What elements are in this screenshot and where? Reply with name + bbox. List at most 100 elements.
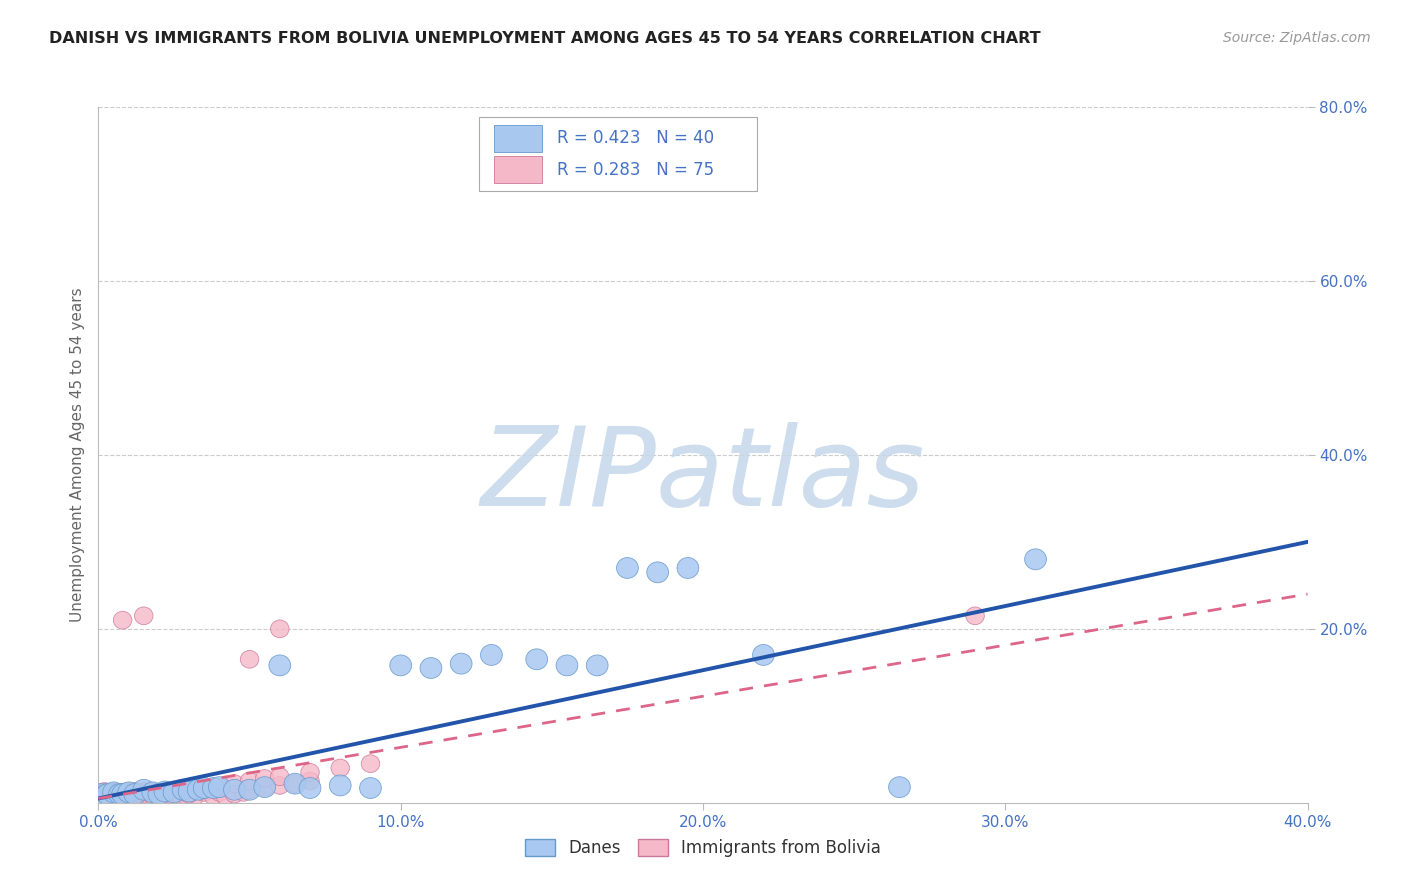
Ellipse shape xyxy=(132,787,150,805)
Ellipse shape xyxy=(101,783,120,801)
Ellipse shape xyxy=(179,781,200,802)
Ellipse shape xyxy=(617,558,638,578)
Ellipse shape xyxy=(186,787,204,805)
Text: R = 0.283   N = 75: R = 0.283 N = 75 xyxy=(557,161,714,178)
Ellipse shape xyxy=(159,783,177,801)
Ellipse shape xyxy=(118,782,139,803)
Ellipse shape xyxy=(138,783,156,801)
Ellipse shape xyxy=(162,787,180,805)
Ellipse shape xyxy=(299,778,321,798)
Legend: Danes, Immigrants from Bolivia: Danes, Immigrants from Bolivia xyxy=(519,832,887,864)
Ellipse shape xyxy=(101,787,120,805)
Ellipse shape xyxy=(209,783,229,801)
Ellipse shape xyxy=(156,787,174,805)
Ellipse shape xyxy=(301,772,319,790)
FancyBboxPatch shape xyxy=(494,125,543,152)
Ellipse shape xyxy=(96,785,114,803)
Ellipse shape xyxy=(1025,549,1046,570)
Ellipse shape xyxy=(135,607,153,624)
FancyBboxPatch shape xyxy=(479,118,758,191)
Ellipse shape xyxy=(225,775,243,792)
Ellipse shape xyxy=(93,783,111,801)
Ellipse shape xyxy=(177,787,195,805)
Ellipse shape xyxy=(194,778,215,798)
Ellipse shape xyxy=(239,780,260,800)
Ellipse shape xyxy=(389,655,412,676)
Ellipse shape xyxy=(217,787,235,805)
Ellipse shape xyxy=(135,782,153,800)
Y-axis label: Unemployment Among Ages 45 to 54 years: Unemployment Among Ages 45 to 54 years xyxy=(69,287,84,623)
Ellipse shape xyxy=(114,611,132,629)
Ellipse shape xyxy=(180,785,198,803)
Ellipse shape xyxy=(142,782,163,803)
Ellipse shape xyxy=(209,779,229,796)
Ellipse shape xyxy=(966,607,984,624)
Ellipse shape xyxy=(122,783,141,801)
Ellipse shape xyxy=(128,787,148,805)
Text: ZIPatlas: ZIPatlas xyxy=(481,422,925,529)
Ellipse shape xyxy=(285,775,304,792)
Ellipse shape xyxy=(125,782,143,800)
Ellipse shape xyxy=(330,759,350,777)
Ellipse shape xyxy=(143,787,162,805)
Ellipse shape xyxy=(174,783,193,801)
Ellipse shape xyxy=(135,787,153,805)
Ellipse shape xyxy=(361,755,380,772)
Ellipse shape xyxy=(301,764,319,781)
Ellipse shape xyxy=(155,781,176,802)
Text: R = 0.423   N = 40: R = 0.423 N = 40 xyxy=(557,129,714,147)
Ellipse shape xyxy=(120,787,138,805)
Ellipse shape xyxy=(187,780,209,800)
Ellipse shape xyxy=(647,562,668,582)
Ellipse shape xyxy=(104,787,122,805)
Ellipse shape xyxy=(149,787,169,805)
Ellipse shape xyxy=(124,784,146,805)
Ellipse shape xyxy=(256,770,274,788)
Ellipse shape xyxy=(110,783,129,801)
Ellipse shape xyxy=(117,783,135,801)
Ellipse shape xyxy=(270,777,290,794)
Ellipse shape xyxy=(114,787,132,805)
Ellipse shape xyxy=(128,783,148,801)
Ellipse shape xyxy=(107,783,125,801)
Text: DANISH VS IMMIGRANTS FROM BOLIVIA UNEMPLOYMENT AMONG AGES 45 TO 54 YEARS CORRELA: DANISH VS IMMIGRANTS FROM BOLIVIA UNEMPL… xyxy=(49,31,1040,46)
Ellipse shape xyxy=(180,783,198,801)
Ellipse shape xyxy=(284,773,305,794)
Ellipse shape xyxy=(557,655,578,676)
Ellipse shape xyxy=(752,645,775,665)
Ellipse shape xyxy=(269,655,291,676)
Ellipse shape xyxy=(122,787,141,805)
Ellipse shape xyxy=(240,772,259,790)
Ellipse shape xyxy=(148,784,170,805)
Ellipse shape xyxy=(235,783,253,801)
Ellipse shape xyxy=(98,787,117,805)
Ellipse shape xyxy=(107,787,125,805)
Ellipse shape xyxy=(270,768,290,786)
Ellipse shape xyxy=(96,787,114,805)
Ellipse shape xyxy=(167,783,186,801)
Ellipse shape xyxy=(240,780,259,798)
Ellipse shape xyxy=(481,645,502,665)
Ellipse shape xyxy=(96,782,114,800)
FancyBboxPatch shape xyxy=(494,156,543,183)
Ellipse shape xyxy=(329,775,352,796)
Ellipse shape xyxy=(889,777,910,797)
Ellipse shape xyxy=(108,784,131,805)
Ellipse shape xyxy=(586,655,607,676)
Ellipse shape xyxy=(526,648,547,670)
Ellipse shape xyxy=(98,783,117,801)
Ellipse shape xyxy=(224,780,245,800)
Ellipse shape xyxy=(125,787,143,805)
Ellipse shape xyxy=(360,778,381,798)
Ellipse shape xyxy=(256,779,274,796)
Ellipse shape xyxy=(97,784,118,805)
Ellipse shape xyxy=(93,787,111,805)
Ellipse shape xyxy=(138,787,156,805)
Ellipse shape xyxy=(110,787,129,805)
Ellipse shape xyxy=(204,787,222,805)
Ellipse shape xyxy=(117,787,135,805)
Text: Source: ZipAtlas.com: Source: ZipAtlas.com xyxy=(1223,31,1371,45)
Ellipse shape xyxy=(678,558,699,578)
Ellipse shape xyxy=(104,783,122,801)
Ellipse shape xyxy=(103,782,124,803)
